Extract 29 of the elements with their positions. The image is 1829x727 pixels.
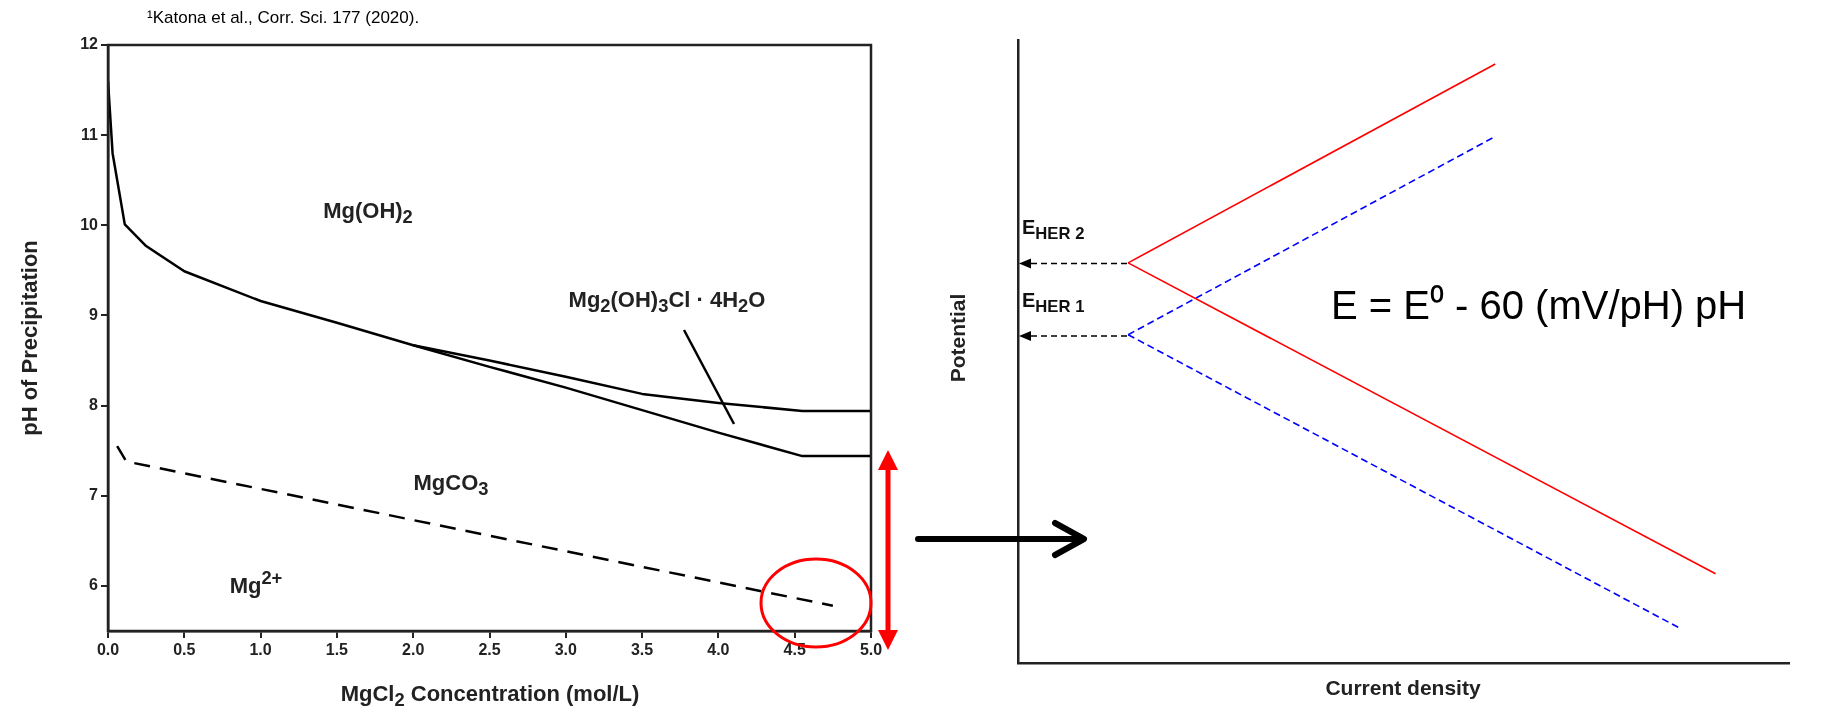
- x-tick-label: 3.0: [554, 641, 578, 659]
- x-tick-label: 3.5: [630, 641, 654, 659]
- x-tick-label: 1.5: [325, 641, 349, 659]
- x-tick-label: 0.5: [173, 641, 196, 659]
- y-axis-title: Potential: [946, 293, 970, 383]
- y-tick-label: 9: [89, 305, 99, 323]
- x-axis-title: MgCl$_{2}$ Concentration (mol/L): [340, 680, 640, 712]
- annotation: MgCO$_{3}$: [413, 469, 489, 501]
- annotation: Mg$^{2+}$: [229, 567, 283, 599]
- text: ¹Katona et al., Corr. Sci. 177 (2020).: [147, 8, 420, 28]
- annotation: E$_{HER 2}$: [1022, 216, 1085, 244]
- x-tick-label: 2.5: [478, 641, 501, 659]
- x-tick-label: 0.0: [96, 641, 120, 659]
- y-tick-label: 11: [81, 125, 99, 143]
- x-tick-label: 5.0: [859, 641, 883, 659]
- annotation: Mg(OH)$_{2}$: [323, 197, 413, 229]
- x-axis-title: Current density: [1325, 676, 1481, 700]
- annotation: E$_{HER 1}$: [1022, 289, 1085, 317]
- y-tick-label: 12: [80, 35, 99, 53]
- x-tick-label: 1.0: [249, 641, 272, 659]
- y-tick-label: 6: [89, 576, 99, 594]
- x-tick-label: 4.0: [707, 641, 730, 659]
- x-tick-label: 2.0: [402, 641, 425, 659]
- y-axis-title: pH of Precipitation: [17, 240, 43, 436]
- annotation: E = E⁰ - 60 (mV/pH) pH: [1331, 282, 1747, 329]
- annotation: Mg$_{2}$(OH)$_{3}$Cl · 4H$_{2}$O: [568, 286, 766, 318]
- y-tick-label: 8: [89, 396, 99, 414]
- y-tick-label: 7: [89, 486, 99, 504]
- y-tick-label: 10: [80, 215, 99, 233]
